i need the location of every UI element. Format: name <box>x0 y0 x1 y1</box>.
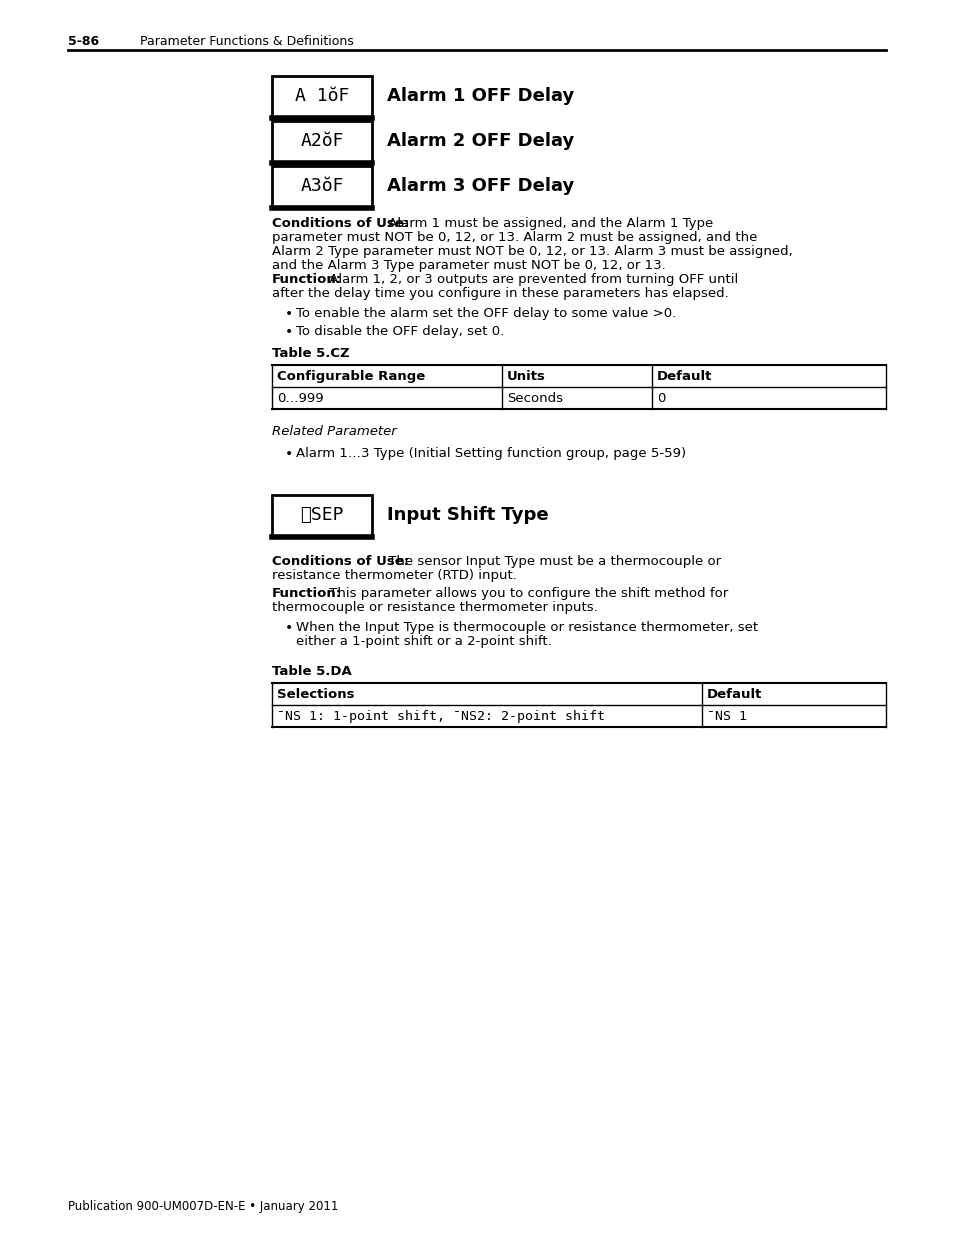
Text: thermocouple or resistance thermometer inputs.: thermocouple or resistance thermometer i… <box>272 601 598 614</box>
Text: To disable the OFF delay, set 0.: To disable the OFF delay, set 0. <box>295 325 504 338</box>
Text: A 1ŏF: A 1ŏF <box>294 86 349 105</box>
Text: Alarm 1, 2, or 3 outputs are prevented from turning OFF until: Alarm 1, 2, or 3 outputs are prevented f… <box>325 273 738 287</box>
Text: ¯NS 1: ¯NS 1 <box>706 710 746 722</box>
Text: Configurable Range: Configurable Range <box>276 370 425 383</box>
Text: Table 5.CZ: Table 5.CZ <box>272 347 349 359</box>
Text: 5-86: 5-86 <box>68 35 99 48</box>
Text: Publication 900-UM007D-EN-E • January 2011: Publication 900-UM007D-EN-E • January 20… <box>68 1200 338 1213</box>
Text: resistance thermometer (RTD) input.: resistance thermometer (RTD) input. <box>272 569 517 582</box>
Text: Units: Units <box>506 370 545 383</box>
Text: Selections: Selections <box>276 688 355 701</box>
Text: and the Alarm 3 Type parameter must NOT be 0, 12, or 13.: and the Alarm 3 Type parameter must NOT … <box>272 259 665 272</box>
Text: after the delay time you configure in these parameters has elapsed.: after the delay time you configure in th… <box>272 287 728 300</box>
Text: Conditions of Use:: Conditions of Use: <box>272 217 409 230</box>
Text: Default: Default <box>706 688 761 701</box>
Text: Conditions of Use:: Conditions of Use: <box>272 555 409 568</box>
Text: Input Shift Type: Input Shift Type <box>387 506 548 524</box>
Text: When the Input Type is thermocouple or resistance thermometer, set: When the Input Type is thermocouple or r… <box>295 621 758 634</box>
Text: Default: Default <box>657 370 712 383</box>
Text: Alarm 2 OFF Delay: Alarm 2 OFF Delay <box>387 132 574 149</box>
Text: parameter must NOT be 0, 12, or 13. Alarm 2 must be assigned, and the: parameter must NOT be 0, 12, or 13. Alar… <box>272 231 757 245</box>
Text: •: • <box>285 621 293 635</box>
Text: Alarm 1 must be assigned, and the Alarm 1 Type: Alarm 1 must be assigned, and the Alarm … <box>383 217 712 230</box>
Text: This parameter allows you to configure the shift method for: This parameter allows you to configure t… <box>325 587 727 600</box>
Text: ˋSEP: ˋSEP <box>300 506 343 524</box>
FancyBboxPatch shape <box>272 165 372 207</box>
Text: To enable the alarm set the OFF delay to some value >0.: To enable the alarm set the OFF delay to… <box>295 308 676 320</box>
Text: A2ŏF: A2ŏF <box>300 132 343 149</box>
Text: Seconds: Seconds <box>506 391 562 405</box>
Text: •: • <box>285 308 293 321</box>
Text: Parameter Functions & Definitions: Parameter Functions & Definitions <box>140 35 354 48</box>
Text: Table 5.DA: Table 5.DA <box>272 664 352 678</box>
Text: Function:: Function: <box>272 273 342 287</box>
Text: 0: 0 <box>657 391 664 405</box>
Text: •: • <box>285 325 293 338</box>
Text: The sensor Input Type must be a thermocouple or: The sensor Input Type must be a thermoco… <box>383 555 720 568</box>
Text: •: • <box>285 447 293 461</box>
FancyBboxPatch shape <box>272 77 372 119</box>
Text: Alarm 1…3 Type (Initial Setting function group, page 5-59): Alarm 1…3 Type (Initial Setting function… <box>295 447 685 459</box>
FancyBboxPatch shape <box>272 121 372 163</box>
Text: A3ŏF: A3ŏF <box>300 177 343 195</box>
FancyBboxPatch shape <box>272 495 372 537</box>
Text: Alarm 1 OFF Delay: Alarm 1 OFF Delay <box>387 86 574 105</box>
Text: 0…999: 0…999 <box>276 391 323 405</box>
Text: ¯NS 1: 1-point shift, ¯NS2: 2-point shift: ¯NS 1: 1-point shift, ¯NS2: 2-point shif… <box>276 710 604 722</box>
Text: Function:: Function: <box>272 587 342 600</box>
Text: Related Parameter: Related Parameter <box>272 425 396 438</box>
Text: Alarm 3 OFF Delay: Alarm 3 OFF Delay <box>387 177 574 195</box>
Text: either a 1-point shift or a 2-point shift.: either a 1-point shift or a 2-point shif… <box>295 635 551 648</box>
Text: Alarm 2 Type parameter must NOT be 0, 12, or 13. Alarm 3 must be assigned,: Alarm 2 Type parameter must NOT be 0, 12… <box>272 245 792 258</box>
